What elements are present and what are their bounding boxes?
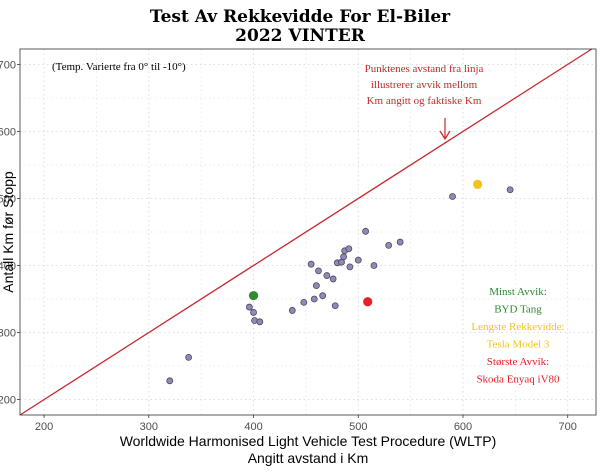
data-point bbox=[166, 377, 174, 385]
x-tick-label: 600 bbox=[454, 421, 472, 433]
x-tick-label: 500 bbox=[349, 421, 367, 433]
axis-ticks: 200 300 400 500 600 700 200 300 400 500 600 700 bbox=[0, 59, 577, 433]
data-point bbox=[319, 292, 327, 300]
data-point bbox=[312, 282, 320, 290]
data-point bbox=[185, 353, 193, 361]
legend-line: BYD Tang bbox=[494, 304, 542, 316]
x-axis-title: Worldwide Harmonised Light Vehicle Test … bbox=[120, 433, 497, 449]
explanation-line: Punktenes avstand fra linja bbox=[365, 63, 484, 75]
data-point bbox=[385, 242, 393, 249]
explanation-note: Punktenes avstand fra linja illustrerer a… bbox=[365, 63, 484, 107]
y-tick-label: 700 bbox=[0, 59, 16, 71]
x-tick-label: 700 bbox=[559, 421, 577, 433]
temperature-note: (Temp. Varierte fra 0° til -10°) bbox=[52, 61, 186, 73]
x-axis-subtitle: Angitt avstand i Km bbox=[248, 450, 369, 466]
data-point bbox=[449, 193, 456, 200]
y-tick-label: 200 bbox=[0, 395, 16, 407]
highlight-point bbox=[363, 297, 373, 307]
data-point bbox=[354, 256, 362, 264]
data-point bbox=[250, 309, 257, 316]
x-tick-label: 200 bbox=[35, 421, 53, 433]
legend-line: Skoda Enyaq iV80 bbox=[476, 374, 560, 386]
data-point bbox=[245, 303, 253, 311]
x-tick-label: 400 bbox=[244, 421, 262, 433]
y-axis-title: Antall Km før Stopp bbox=[0, 171, 16, 293]
data-point bbox=[315, 267, 322, 275]
data-point bbox=[310, 295, 318, 303]
data-points bbox=[166, 186, 514, 385]
highlight-point bbox=[473, 179, 483, 190]
legend-line: Største Avvik: bbox=[487, 356, 549, 368]
data-point bbox=[346, 263, 354, 271]
arrow-icon bbox=[439, 118, 451, 141]
data-point bbox=[329, 275, 337, 283]
data-point bbox=[362, 227, 370, 235]
explanation-line: Km angitt og faktiske Km bbox=[367, 95, 482, 107]
x-tick-label: 300 bbox=[140, 421, 158, 433]
legend-line: Minst Avvik: bbox=[489, 286, 547, 298]
highlight-points bbox=[248, 179, 483, 307]
highlight-legend: Minst Avvik: BYD Tang Lengste Rekkevidde: T… bbox=[471, 286, 564, 386]
y-tick-label: 400 bbox=[0, 261, 16, 273]
reference-line-group bbox=[19, 48, 593, 416]
chart-subtitle: 2022 VINTER bbox=[235, 26, 366, 46]
reference-line bbox=[19, 48, 593, 416]
data-point bbox=[506, 186, 514, 194]
data-point bbox=[307, 260, 315, 268]
data-point bbox=[345, 245, 353, 253]
grid-lines bbox=[20, 49, 596, 415]
chart-title: Test Av Rekkevidde For El-Biler bbox=[150, 7, 451, 27]
data-point bbox=[340, 253, 348, 261]
data-point bbox=[288, 307, 296, 314]
highlight-point bbox=[248, 291, 259, 301]
explanation-line: illustrerer avvik mellom bbox=[371, 79, 478, 91]
y-tick-label: 500 bbox=[0, 193, 16, 205]
data-point bbox=[370, 262, 378, 269]
legend-line: Lengste Rekkevidde: bbox=[471, 321, 564, 333]
data-point bbox=[323, 272, 331, 279]
y-tick-label: 300 bbox=[0, 328, 16, 340]
data-point bbox=[256, 318, 264, 326]
data-point bbox=[300, 298, 308, 306]
data-point bbox=[331, 302, 339, 310]
data-point bbox=[396, 238, 404, 246]
legend-line: Tesla Model 3 bbox=[487, 339, 550, 351]
y-tick-label: 600 bbox=[0, 126, 16, 138]
plot-panel-border bbox=[19, 48, 597, 416]
